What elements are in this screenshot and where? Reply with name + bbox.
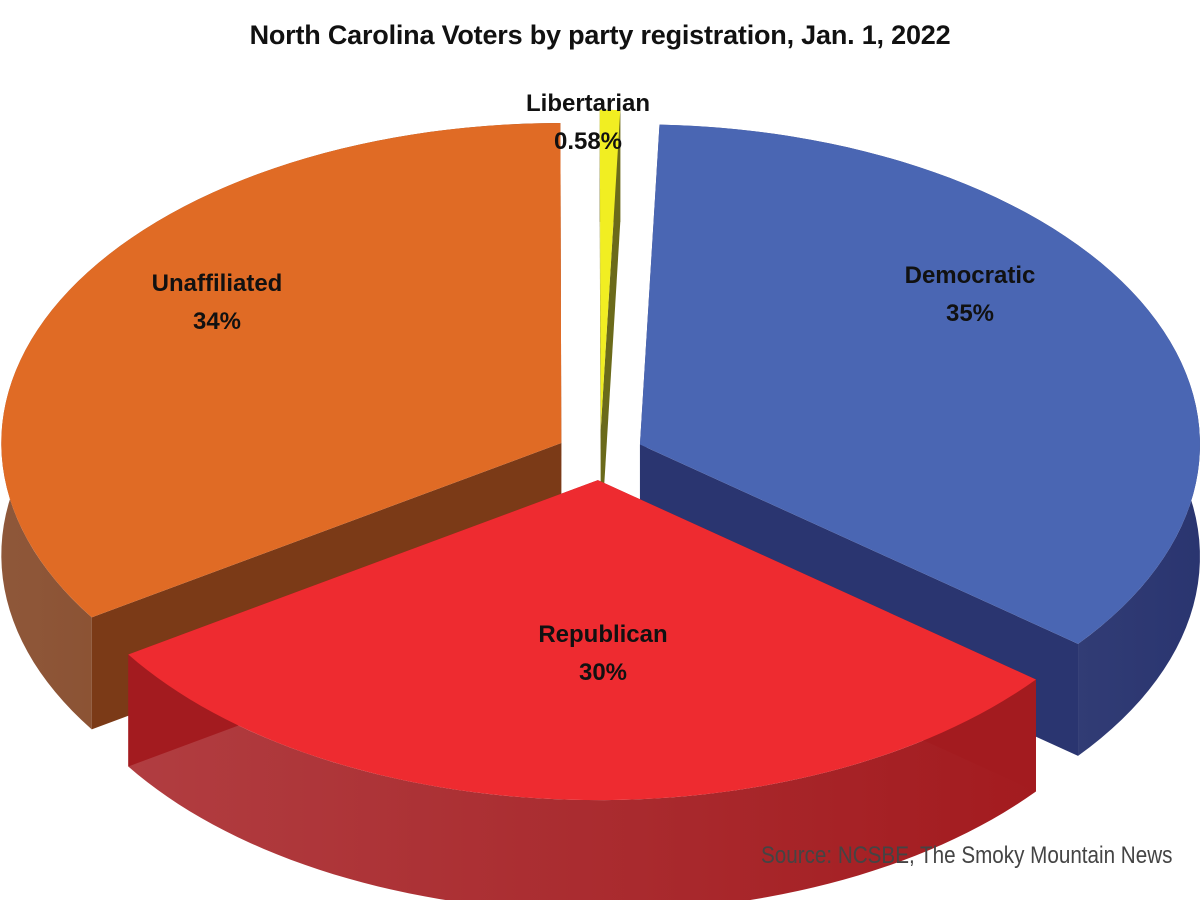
slice-percent-libertarian: 0.58%	[554, 128, 622, 155]
source-note: Source: NCSBE, The Smoky Mountain News	[760, 842, 1172, 869]
slice-percent-republican: 30%	[579, 659, 627, 686]
slice-percent-democratic: 35%	[946, 300, 994, 327]
chart-title: North Carolina Voters by party registrat…	[249, 20, 951, 50]
slice-percent-unaffiliated: 34%	[193, 308, 241, 335]
slice-label-libertarian: Libertarian	[526, 90, 650, 117]
slice-label-unaffiliated: Unaffiliated	[152, 270, 283, 297]
slice-label-republican: Republican	[538, 621, 667, 648]
pie-slice-rim-republican	[128, 654, 1036, 900]
pie-slice-top-republican	[128, 480, 1036, 801]
pie-slice-top-democratic	[639, 124, 1200, 644]
pie-slice-top-libertarian	[599, 109, 621, 430]
slice-label-democratic: Democratic	[905, 262, 1036, 289]
pie-slice-libertarian	[599, 109, 621, 542]
pie-slice-top-unaffiliated	[1, 123, 562, 618]
pie-slice-republican	[128, 480, 1036, 900]
